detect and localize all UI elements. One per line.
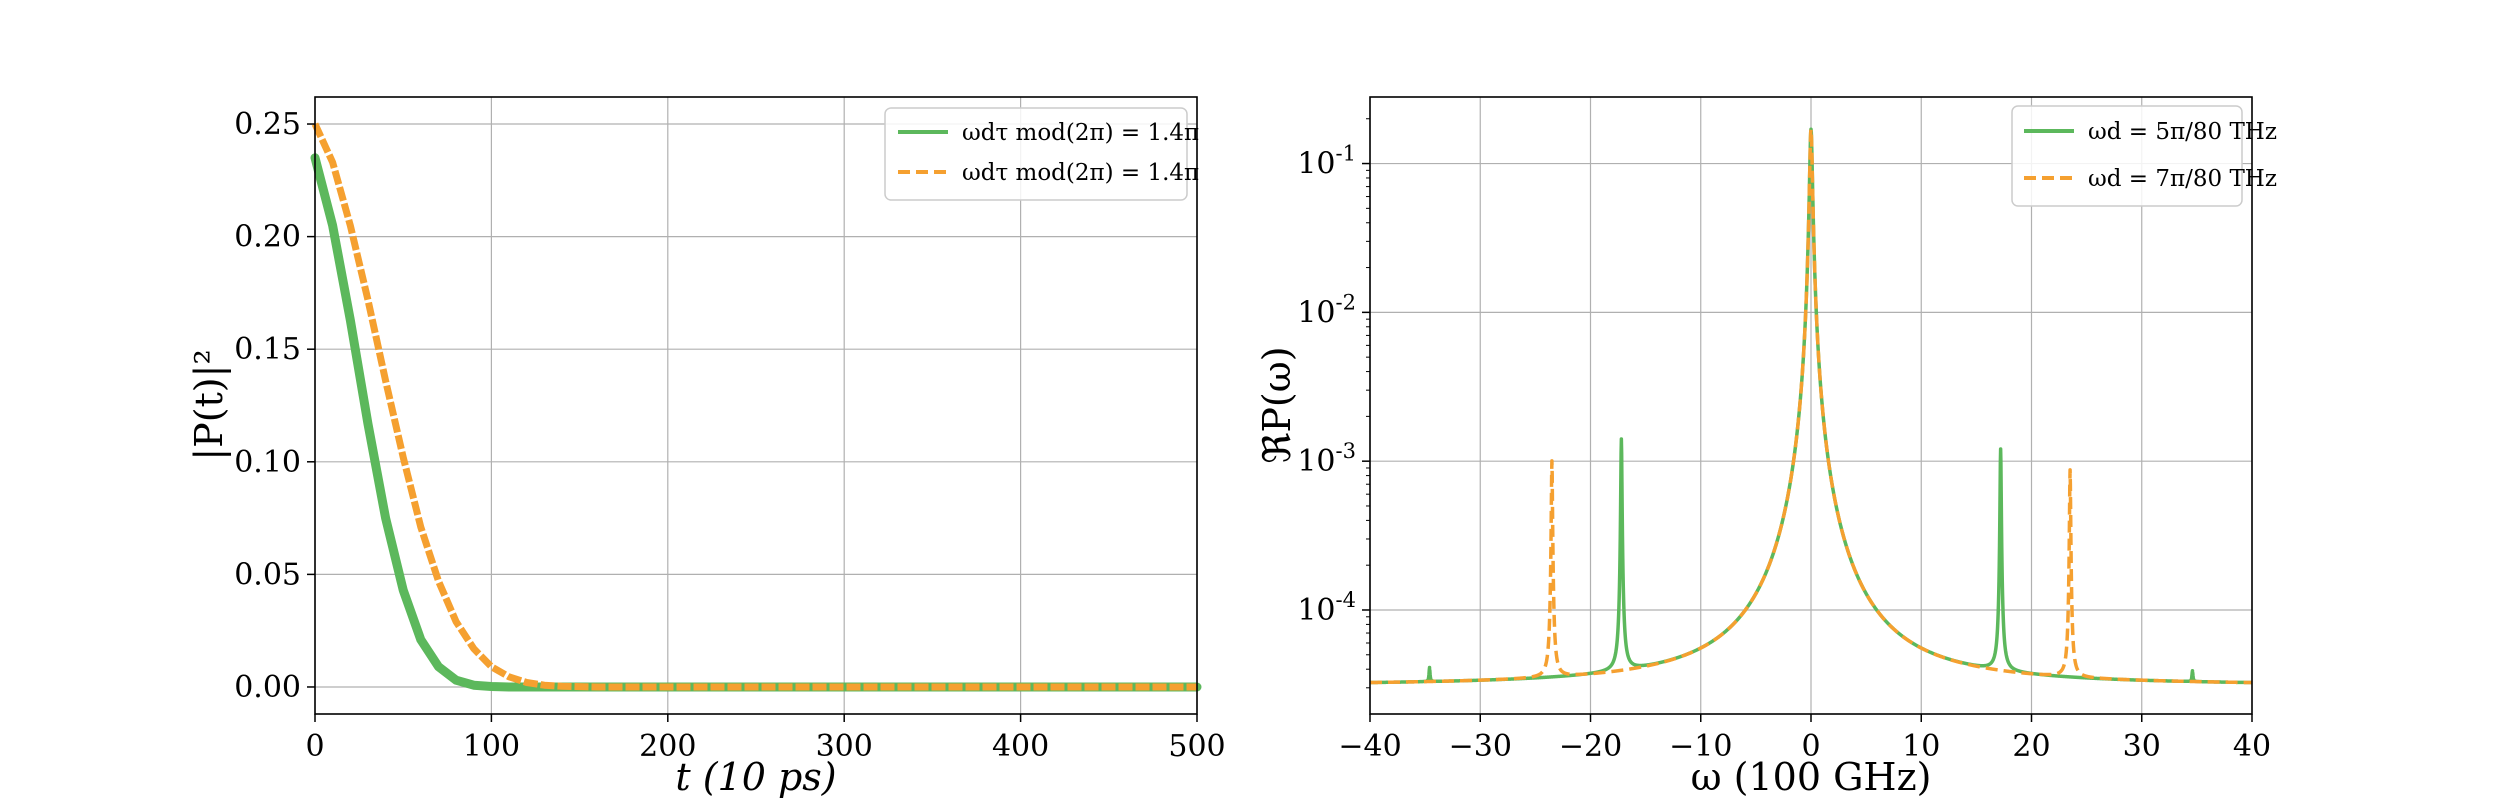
right-x-tick-label: 40 — [2233, 729, 2271, 764]
right-x-tick-label: −40 — [1338, 729, 1401, 764]
left-y-tick-label: 0.15 — [234, 332, 301, 367]
right-y-tick-label: 10-4 — [1297, 588, 1356, 628]
left-legend-label-1: ωdτ mod(2π) = 1.4π — [962, 160, 1199, 186]
right-x-tick-label: −10 — [1669, 729, 1732, 764]
left-y-tick-label: 0.20 — [234, 220, 301, 255]
left-series-group — [310, 122, 1202, 692]
right-x-tick-label: 30 — [2123, 729, 2161, 764]
right-x-tick-label: 20 — [2012, 729, 2050, 764]
right-x-tick-label: −20 — [1559, 729, 1622, 764]
right-y-tick-label: 10-3 — [1297, 439, 1356, 479]
right-chart-panel: −40 −30 −20 −10 0 10 20 30 40 10-4 10-3 10-2 10-1 ω … — [1255, 96, 2277, 799]
left-x-tick-label: 400 — [992, 729, 1049, 764]
left-x-tick-label: 500 — [1168, 729, 1225, 764]
left-y-tick-label: 0.25 — [234, 107, 301, 142]
left-axes-frame — [314, 96, 1198, 715]
right-tick-labels: −40 −30 −20 −10 0 10 20 30 40 10-4 10-3 10-2 10-1 — [1297, 118, 2271, 764]
right-x-tick-label: −30 — [1449, 729, 1512, 764]
left-y-tick-label: 0.05 — [234, 557, 301, 592]
left-y-tick-label: 0.10 — [234, 445, 301, 480]
left-series-0-line — [310, 153, 1202, 692]
right-legend: ωd = 5π/80 THz ωd = 7π/80 THz — [2011, 105, 2277, 207]
left-x-tick-label: 0 — [305, 729, 324, 764]
right-legend-label-0: ωd = 5π/80 THz — [2088, 119, 2277, 145]
right-legend-label-1: ωd = 7π/80 THz — [2088, 166, 2277, 192]
left-y-axis-label: |P(t)|² — [187, 349, 231, 460]
left-legend-label-0: ωdτ mod(2π) = 1.4π — [962, 120, 1199, 146]
right-y-tick-label: 10-2 — [1297, 290, 1356, 330]
right-x-tick-label: 0 — [1801, 729, 1820, 764]
left-x-tick-label: 100 — [463, 729, 520, 764]
left-y-tick-label: 0.00 — [234, 670, 301, 705]
left-series-1-line — [311, 122, 1197, 691]
right-y-axis-label: ℜP(ω) — [1255, 346, 1299, 463]
right-series-group — [1368, 127, 2254, 685]
left-x-axis-label: t (10 ps) — [675, 755, 836, 799]
left-chart-panel: 0 100 200 300 400 500 0.00 0.05 0.10 0.15 0.20 0.25… — [187, 96, 1226, 799]
left-x-tick-label: 300 — [816, 729, 873, 764]
left-legend: ωdτ mod(2π) = 1.4π ωdτ mod(2π) = 1.4π — [884, 107, 1199, 201]
left-x-tick-label: 200 — [639, 729, 696, 764]
left-tick-labels: 0 100 200 300 400 500 0.00 0.05 0.10 0.15 0.20 0.25 — [234, 107, 1225, 764]
right-series-1-line — [1368, 127, 2254, 685]
right-y-tick-label: 10-1 — [1297, 142, 1356, 182]
right-x-axis-label: ω (100 GHz) — [1691, 755, 1932, 799]
left-legend-box — [884, 107, 1188, 201]
right-x-tick-label: 10 — [1902, 729, 1940, 764]
